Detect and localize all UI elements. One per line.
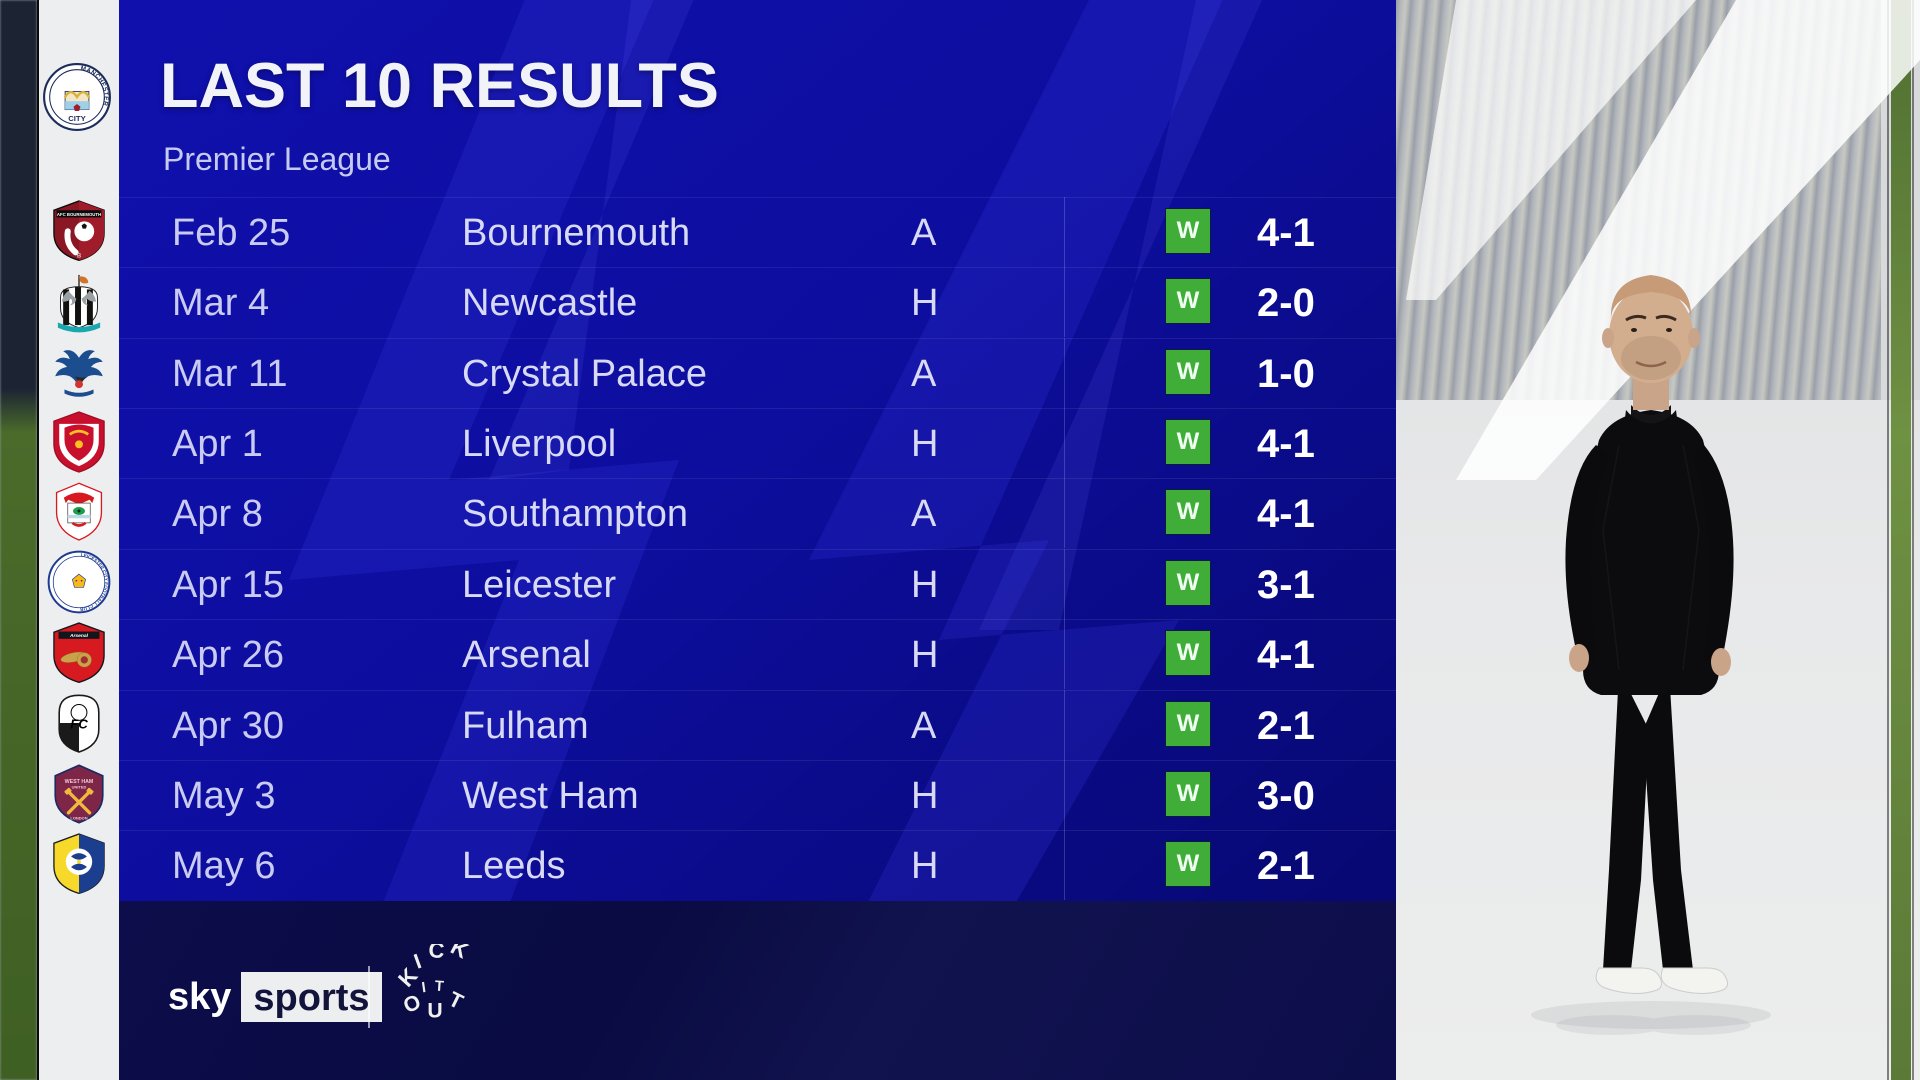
svg-text:U: U: [427, 1000, 442, 1023]
svg-text:O: O: [400, 990, 424, 1018]
svg-text:FC: FC: [70, 716, 88, 731]
svg-text:UNITED: UNITED: [72, 784, 87, 789]
svg-text:T: T: [434, 978, 444, 995]
svg-text:Arsenal: Arsenal: [69, 633, 89, 639]
svg-text:I: I: [421, 980, 427, 996]
svg-text:LONDON: LONDON: [70, 815, 87, 820]
svg-text:CITY: CITY: [68, 114, 86, 123]
svg-text:AFC BOURNEMOUTH: AFC BOURNEMOUTH: [57, 212, 101, 217]
svg-text:I: I: [411, 950, 424, 974]
svg-text:K: K: [447, 944, 473, 963]
svg-text:C: C: [428, 944, 445, 963]
svg-text:B: B: [77, 254, 82, 260]
svg-text:T: T: [445, 988, 467, 1014]
